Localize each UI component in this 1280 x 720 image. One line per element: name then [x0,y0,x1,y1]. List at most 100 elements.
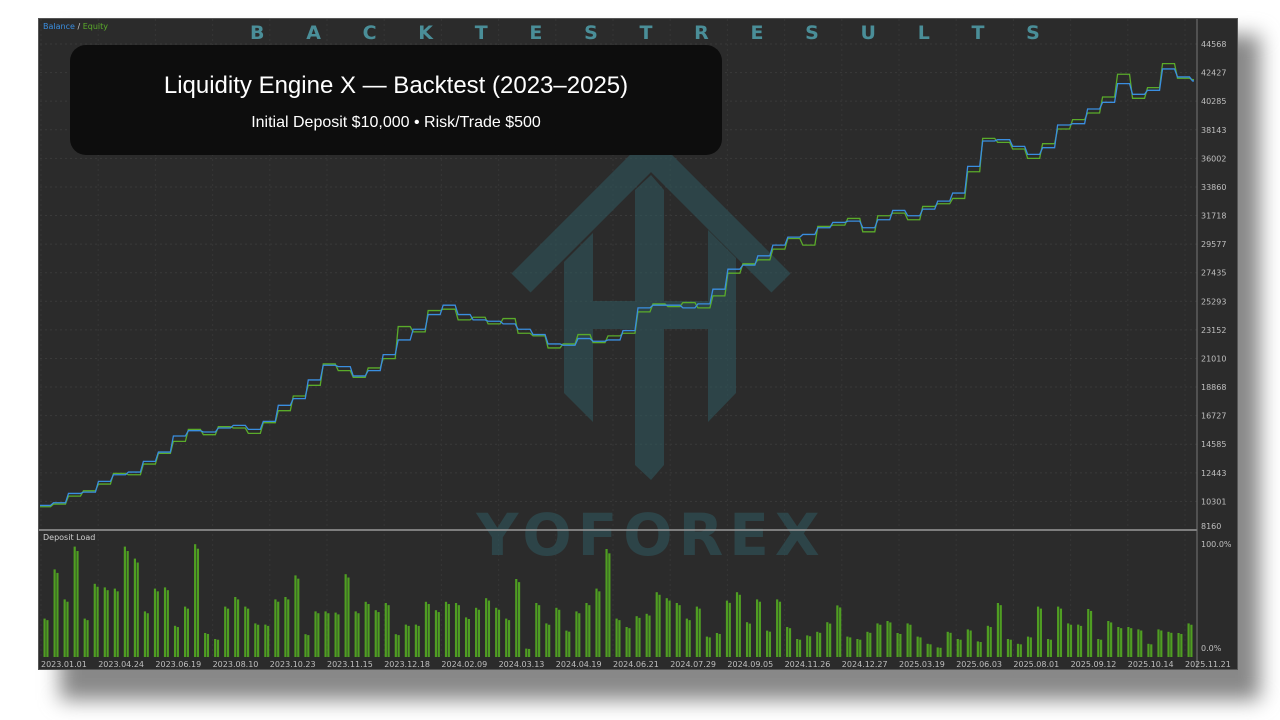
deposit-load-bar [374,610,377,657]
deposit-load-bar [949,632,952,657]
deposit-load-bar [1039,608,1042,657]
deposit-load-bar [728,602,731,657]
deposit-load-bars [43,544,1193,657]
x-tick-label: 2024.12.27 [842,660,888,669]
deposit-load-bar [906,623,909,657]
deposit-load-bar [404,624,407,657]
deposit-load-bar [1140,630,1143,657]
deposit-load-bar [695,606,698,657]
x-tick-label: 2023.01.01 [41,660,87,669]
deposit-load-bar [678,605,681,657]
deposit-load-bar [284,597,287,657]
deposit-load-bar [1157,629,1160,657]
deposit-load-bar [76,551,79,657]
y-tick-label: 27435 [1201,269,1226,278]
deposit-load-bar [1117,627,1120,657]
legend-equity: Equity [82,22,108,31]
x-tick-label: 2024.11.26 [785,660,831,669]
deposit-load-bar [538,605,541,657]
deposit-load-bar [738,594,741,657]
deposit-load-bar [1069,624,1073,657]
deposit-load-bar [1167,631,1170,657]
y-axis-labels: 44568 42427 40285 38143 36002 33860 31718 29577… [1201,40,1226,531]
x-tick-label: 2025.08.01 [1013,660,1059,669]
deposit-load-bar [1067,623,1070,657]
deposit-load-bar [457,605,460,657]
deposit-load-bar [417,625,420,657]
y-tick-label: 10301 [1201,497,1226,506]
deposit-load-bar [1059,608,1063,657]
y-tick-label: 31718 [1201,212,1226,221]
x-axis-labels: 2023.01.01 2023.04.24 2023.06.19 2023.08.10… [41,660,1231,669]
deposit-load-bar [163,587,167,657]
deposit-load-bar [216,639,220,657]
deposit-load-bar [507,620,511,657]
y-tick-label: 33860 [1201,183,1226,192]
title-box: Liquidity Engine X — Backtest (2023–2025… [70,45,722,155]
deposit-load-bar [397,635,400,657]
deposit-load-bar [916,636,919,657]
deposit-load-bar [294,575,297,657]
deposit-load-bar [685,618,688,657]
deposit-load-bar [183,606,187,657]
deposit-load-bar [264,624,267,657]
deposit-load-bar [1110,622,1113,657]
deposit-load-bar [384,603,387,657]
deposit-load-bar [274,599,277,657]
deposit-load-bar [598,591,601,657]
deposit-load-bar [63,599,66,657]
deposit-load-bar [776,599,779,657]
deposit-load-bar [856,639,859,657]
deposit-load-bar [116,591,119,657]
x-tick-label: 2023.10.23 [270,660,316,669]
deposit-load-bar [1177,633,1180,657]
deposit-load-bar [866,631,869,657]
deposit-load-bar [1107,621,1110,657]
deposit-load-bar [976,641,979,657]
deposit-load-bar [816,631,819,657]
deposit-load-bar [665,598,668,657]
yoforex-logo-watermark: YOFOREX [475,133,820,569]
deposit-load-bar [254,623,257,657]
deposit-load-bar [93,583,96,657]
deposit-load-bar [929,644,932,657]
deposit-load-bar [568,631,571,657]
deposit-load-bar [655,592,658,657]
deposit-load-bar [725,600,729,657]
deposit-load-bar [357,613,360,657]
deposit-load-bar [608,553,611,657]
deposit-load-bar [575,611,578,657]
deposit-load-bar [939,647,942,657]
deposit-load-bar [1147,643,1150,657]
deposit-load-bar [766,630,769,657]
deposit-load-bar [324,611,327,657]
deposit-load-bar [304,634,307,657]
deposit-load-bar [859,639,862,657]
deposit-load-bar [334,612,337,657]
deposit-load-bar [585,603,588,657]
deposit-load-bar [56,572,59,657]
deposit-load-bar [247,608,250,657]
deposit-load-bar [153,588,157,657]
deposit-load-bar [1187,623,1190,657]
headline-letter: B [250,22,265,44]
deposit-load-bar [424,601,428,657]
deposit-load-bar [896,633,899,657]
headline-letter: A [306,22,321,44]
deposit-load-bar [688,620,691,657]
deposit-load-bar [487,600,491,657]
deposit-load-bar [96,586,99,657]
deposit-load-bar [1127,627,1130,657]
deposit-load-bar [535,603,538,657]
headline-letter: R [694,22,709,44]
deposit-load-bar [1137,629,1140,657]
deposit-load-bar [407,625,410,657]
deposit-load-bar [718,633,721,657]
y-tick-label: 29577 [1201,240,1226,249]
headline-letter: T [639,22,653,44]
y-tick-label: 44568 [1201,40,1226,49]
deposit-load-bar [565,630,568,657]
deposit-load-bar [103,587,106,657]
deposit-load-bar [836,605,839,657]
deposit-load-bar [86,620,89,657]
